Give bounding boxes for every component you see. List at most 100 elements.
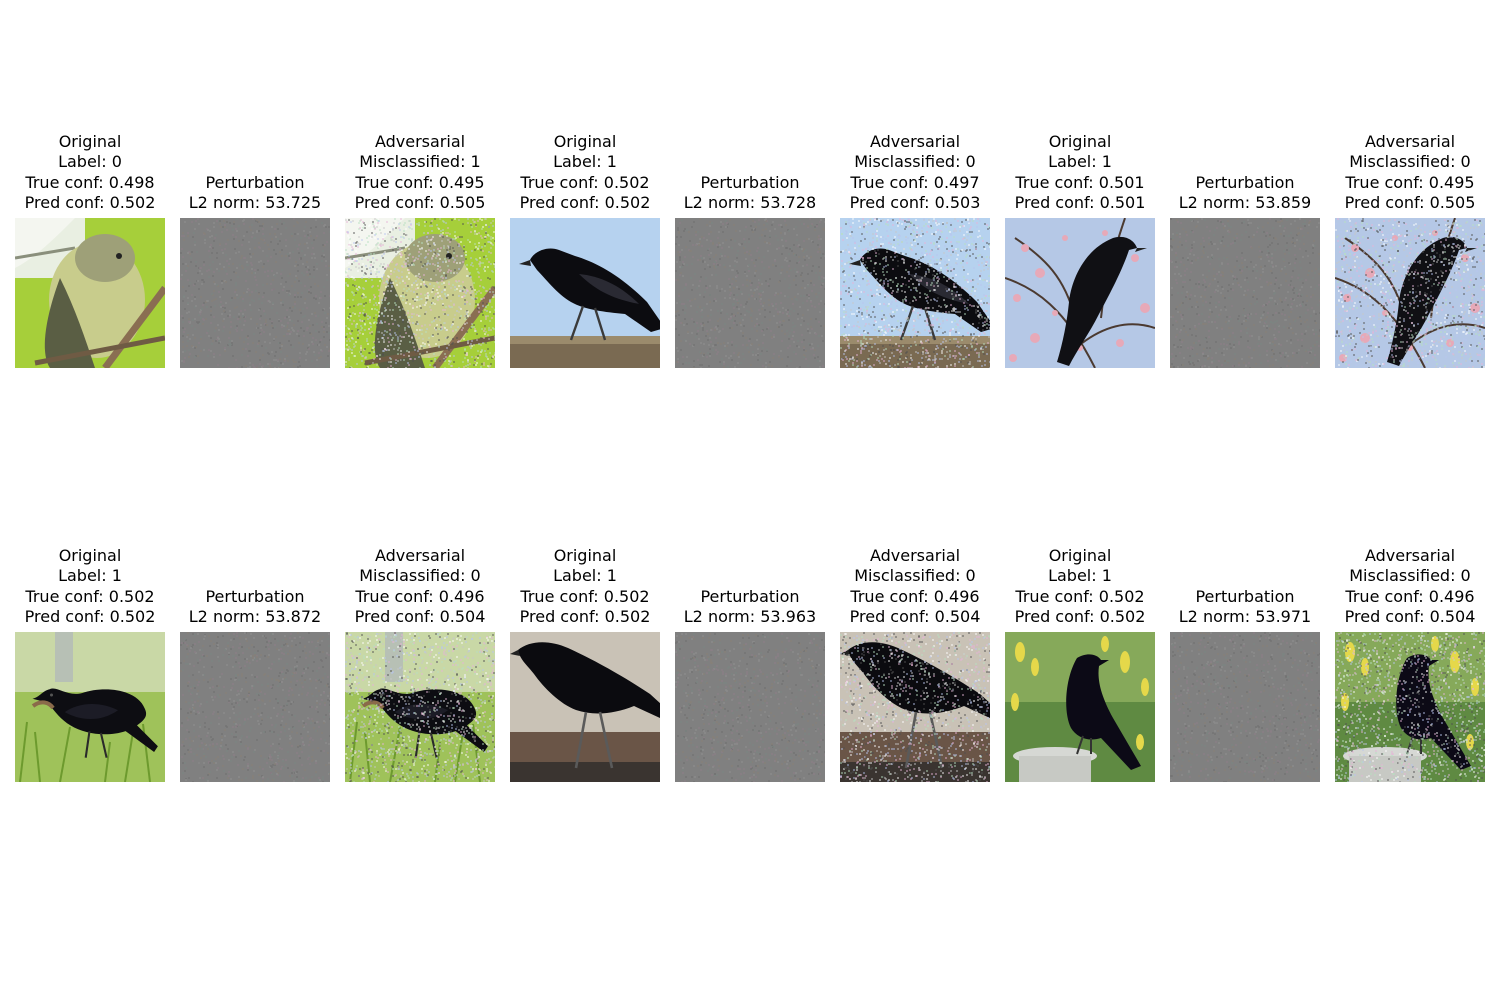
adversarial-image-frame: [1335, 218, 1485, 368]
true-conf-text: True conf: 0.501: [1015, 172, 1145, 192]
heading-text: Original: [553, 545, 617, 565]
original-title: Original Label: 1 True conf: 0.502 Pred con…: [985, 546, 1175, 628]
original-title: Original Label: 0 True conf: 0.498 Pred con…: [0, 132, 185, 214]
true-conf-text: True conf: 0.502: [25, 586, 155, 606]
pred-conf-text: Pred conf: 0.502: [24, 607, 156, 627]
adversarial-image-frame: [345, 632, 495, 782]
heading-text: Adversarial: [374, 545, 466, 565]
misclassified-text: Misclassified: 0: [359, 566, 481, 586]
heading-text: Perturbation: [1195, 172, 1295, 192]
adversarial-image-frame: [1335, 632, 1485, 782]
perturbation-title: Perturbation L2 norm: 53.725: [160, 173, 350, 214]
original-panel: Original Label: 1 True conf: 0.501 Pred con…: [1005, 132, 1155, 368]
original-image: [1005, 218, 1155, 368]
label-text: Label: 1: [553, 566, 617, 586]
perturbation-title: Perturbation L2 norm: 53.859: [1150, 173, 1340, 214]
true-conf-text: True conf: 0.496: [850, 586, 980, 606]
adversarial-image: [345, 632, 495, 782]
original-image: [510, 218, 660, 368]
pred-conf-text: Pred conf: 0.505: [1344, 193, 1476, 213]
original-image-frame: [15, 218, 165, 368]
pred-conf-text: Pred conf: 0.503: [849, 193, 981, 213]
heading-text: Perturbation: [205, 586, 305, 606]
pred-conf-text: Pred conf: 0.502: [24, 193, 156, 213]
heading-text: Perturbation: [205, 172, 305, 192]
original-image: [15, 218, 165, 368]
perturbation-panel: Perturbation L2 norm: 53.859: [1170, 173, 1320, 368]
perturbation-image-frame: [180, 218, 330, 368]
adversarial-image: [345, 218, 495, 368]
perturbation-panel: Perturbation L2 norm: 53.963: [675, 587, 825, 782]
label-text: Label: 1: [553, 152, 617, 172]
misclassified-text: Misclassified: 1: [359, 152, 481, 172]
heading-text: Original: [1048, 545, 1112, 565]
pred-conf-text: Pred conf: 0.504: [1344, 607, 1476, 627]
heading-text: Adversarial: [1364, 545, 1456, 565]
pred-conf-text: Pred conf: 0.501: [1014, 193, 1146, 213]
label-text: Label: 1: [1048, 566, 1112, 586]
original-panel: Original Label: 0 True conf: 0.498 Pred con…: [15, 132, 165, 368]
l2-norm-text: L2 norm: 53.971: [1178, 607, 1312, 627]
heading-text: Original: [58, 545, 122, 565]
perturbation-image-frame: [180, 632, 330, 782]
perturbation-panel: Perturbation L2 norm: 53.872: [180, 587, 330, 782]
pred-conf-text: Pred conf: 0.504: [849, 607, 981, 627]
true-conf-text: True conf: 0.502: [1015, 586, 1145, 606]
heading-text: Original: [1048, 131, 1112, 151]
adversarial-panel: Adversarial Misclassified: 0 True conf: 0.…: [840, 546, 990, 782]
label-text: Label: 1: [1048, 152, 1112, 172]
adversarial-image-frame: [345, 218, 495, 368]
heading-text: Adversarial: [1364, 131, 1456, 151]
adversarial-image: [1335, 632, 1485, 782]
original-image: [510, 632, 660, 782]
true-conf-text: True conf: 0.498: [25, 172, 155, 192]
perturbation-image: [1170, 632, 1320, 782]
heading-text: Adversarial: [869, 131, 961, 151]
perturbation-image: [180, 218, 330, 368]
original-panel: Original Label: 1 True conf: 0.502 Pred con…: [15, 546, 165, 782]
label-text: Label: 0: [58, 152, 122, 172]
adversarial-image-frame: [840, 632, 990, 782]
adversarial-panel: Adversarial Misclassified: 0 True conf: 0.…: [1335, 546, 1485, 782]
true-conf-text: True conf: 0.495: [1345, 172, 1475, 192]
perturbation-title: Perturbation L2 norm: 53.971: [1150, 587, 1340, 628]
original-image-frame: [1005, 218, 1155, 368]
label-text: Label: 1: [58, 566, 122, 586]
perturbation-panel: Perturbation L2 norm: 53.728: [675, 173, 825, 368]
original-panel: Original Label: 1 True conf: 0.502 Pred con…: [510, 132, 660, 368]
pred-conf-text: Pred conf: 0.502: [1014, 607, 1146, 627]
adversarial-title: Adversarial Misclassified: 0 True conf: 0.…: [1315, 546, 1500, 628]
adversarial-title: Adversarial Misclassified: 0 True conf: 0.…: [325, 546, 515, 628]
l2-norm-text: L2 norm: 53.963: [683, 607, 817, 627]
adversarial-title: Adversarial Misclassified: 0 True conf: 0.…: [820, 132, 1010, 214]
pred-conf-text: Pred conf: 0.505: [354, 193, 486, 213]
l2-norm-text: L2 norm: 53.872: [188, 607, 322, 627]
adversarial-panel: Adversarial Misclassified: 0 True conf: 0.…: [1335, 132, 1485, 368]
adversarial-panel: Adversarial Misclassified: 0 True conf: 0.…: [345, 546, 495, 782]
perturbation-panel: Perturbation L2 norm: 53.725: [180, 173, 330, 368]
original-image-frame: [15, 632, 165, 782]
true-conf-text: True conf: 0.496: [355, 586, 485, 606]
l2-norm-text: L2 norm: 53.728: [683, 193, 817, 213]
perturbation-image-frame: [675, 632, 825, 782]
adversarial-image-frame: [840, 218, 990, 368]
pred-conf-text: Pred conf: 0.504: [354, 607, 486, 627]
perturbation-image: [1170, 218, 1320, 368]
original-image-frame: [510, 218, 660, 368]
adversarial-title: Adversarial Misclassified: 1 True conf: 0.…: [325, 132, 515, 214]
perturbation-panel: Perturbation L2 norm: 53.971: [1170, 587, 1320, 782]
adversarial-title: Adversarial Misclassified: 0 True conf: 0.…: [1315, 132, 1500, 214]
heading-text: Adversarial: [869, 545, 961, 565]
true-conf-text: True conf: 0.497: [850, 172, 980, 192]
perturbation-image-frame: [1170, 632, 1320, 782]
original-image-frame: [1005, 632, 1155, 782]
perturbation-image-frame: [1170, 218, 1320, 368]
original-title: Original Label: 1 True conf: 0.502 Pred con…: [490, 132, 680, 214]
pred-conf-text: Pred conf: 0.502: [519, 193, 651, 213]
true-conf-text: True conf: 0.502: [520, 172, 650, 192]
heading-text: Perturbation: [700, 586, 800, 606]
perturbation-image: [675, 218, 825, 368]
perturbation-title: Perturbation L2 norm: 53.728: [655, 173, 845, 214]
l2-norm-text: L2 norm: 53.859: [1178, 193, 1312, 213]
